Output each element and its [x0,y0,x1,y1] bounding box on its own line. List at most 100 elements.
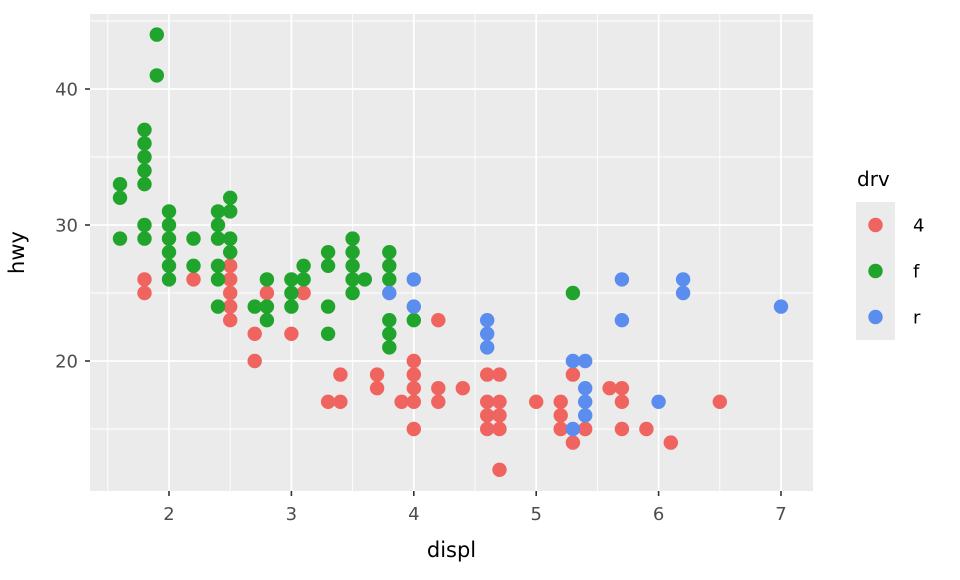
data-point [137,122,152,137]
y-tick-label: 40 [55,80,78,101]
data-point [614,272,630,287]
legend-label: 4 [913,216,924,237]
data-point [210,299,226,314]
data-point [382,285,397,301]
data-point [578,394,593,409]
data-point [223,190,238,205]
data-point [247,353,262,369]
legend-label: f [913,262,920,283]
data-point [161,258,177,273]
data-point [161,272,177,287]
data-point [382,340,397,355]
legend-title: drv [857,167,890,191]
data-point [284,285,299,301]
x-axis-title: displ [427,538,476,562]
y-tick-label: 30 [55,216,78,237]
data-point [492,421,507,437]
data-point [773,299,789,314]
data-point [578,353,593,369]
data-point [210,231,226,246]
data-point [259,313,275,328]
data-point [223,272,238,287]
data-point [565,353,581,369]
data-point [186,258,201,273]
data-point [382,313,397,328]
data-point [223,299,238,314]
data-point [406,353,421,369]
data-point [578,381,593,396]
data-point [553,394,568,409]
legend-label: r [913,308,921,329]
data-point [223,245,238,260]
data-point [406,313,421,328]
data-point [480,421,495,437]
data-point [247,326,262,341]
data-point [137,272,152,287]
data-point [186,272,201,287]
legend-key-point [868,309,883,325]
data-point [137,149,152,165]
data-point [345,231,360,246]
data-point [553,408,568,423]
x-tick-label: 3 [286,504,297,525]
data-point [529,394,544,409]
data-point [320,258,336,273]
x-tick-label: 4 [408,504,419,525]
data-point [345,245,360,260]
data-point [137,163,152,178]
data-point [345,285,360,301]
series-f [112,27,581,355]
data-point [112,231,128,246]
data-point [333,367,348,382]
data-point [320,326,336,341]
data-point [345,258,360,273]
data-point [431,381,446,396]
data-point [565,435,581,450]
data-point [614,421,630,437]
data-point [247,299,262,314]
data-point [480,326,495,341]
data-point [614,381,630,396]
data-point [480,340,495,355]
data-point [161,217,177,233]
data-point [320,299,336,314]
data-point [480,408,495,423]
data-point [284,272,299,287]
data-point [406,299,421,314]
data-point [406,367,421,382]
data-point [431,313,446,328]
data-point [492,462,507,477]
data-point [382,258,397,273]
data-point [137,285,152,301]
data-point [320,394,336,409]
data-point [112,190,128,205]
data-point [259,299,275,314]
data-point [259,272,275,287]
series-r [382,272,789,437]
data-point [223,258,238,273]
data-point [223,313,238,328]
data-point [480,367,495,382]
data-point [382,326,397,341]
series-4 [137,258,727,477]
data-point [149,68,164,83]
data-point [161,245,177,260]
x-tick-label: 2 [163,504,174,525]
data-point [112,177,128,192]
legend-key-point [868,263,883,279]
data-point [492,367,507,382]
data-point [210,204,226,219]
data-point [369,381,385,396]
data-point [345,272,360,287]
data-point [675,285,691,301]
data-point [663,435,678,450]
data-point [614,394,630,409]
y-axis-title: hwy [5,231,29,274]
x-tick-label: 6 [653,504,664,525]
data-point [210,258,226,273]
data-point [223,231,238,246]
data-point [161,231,177,246]
data-point [186,231,201,246]
data-point [382,245,397,260]
